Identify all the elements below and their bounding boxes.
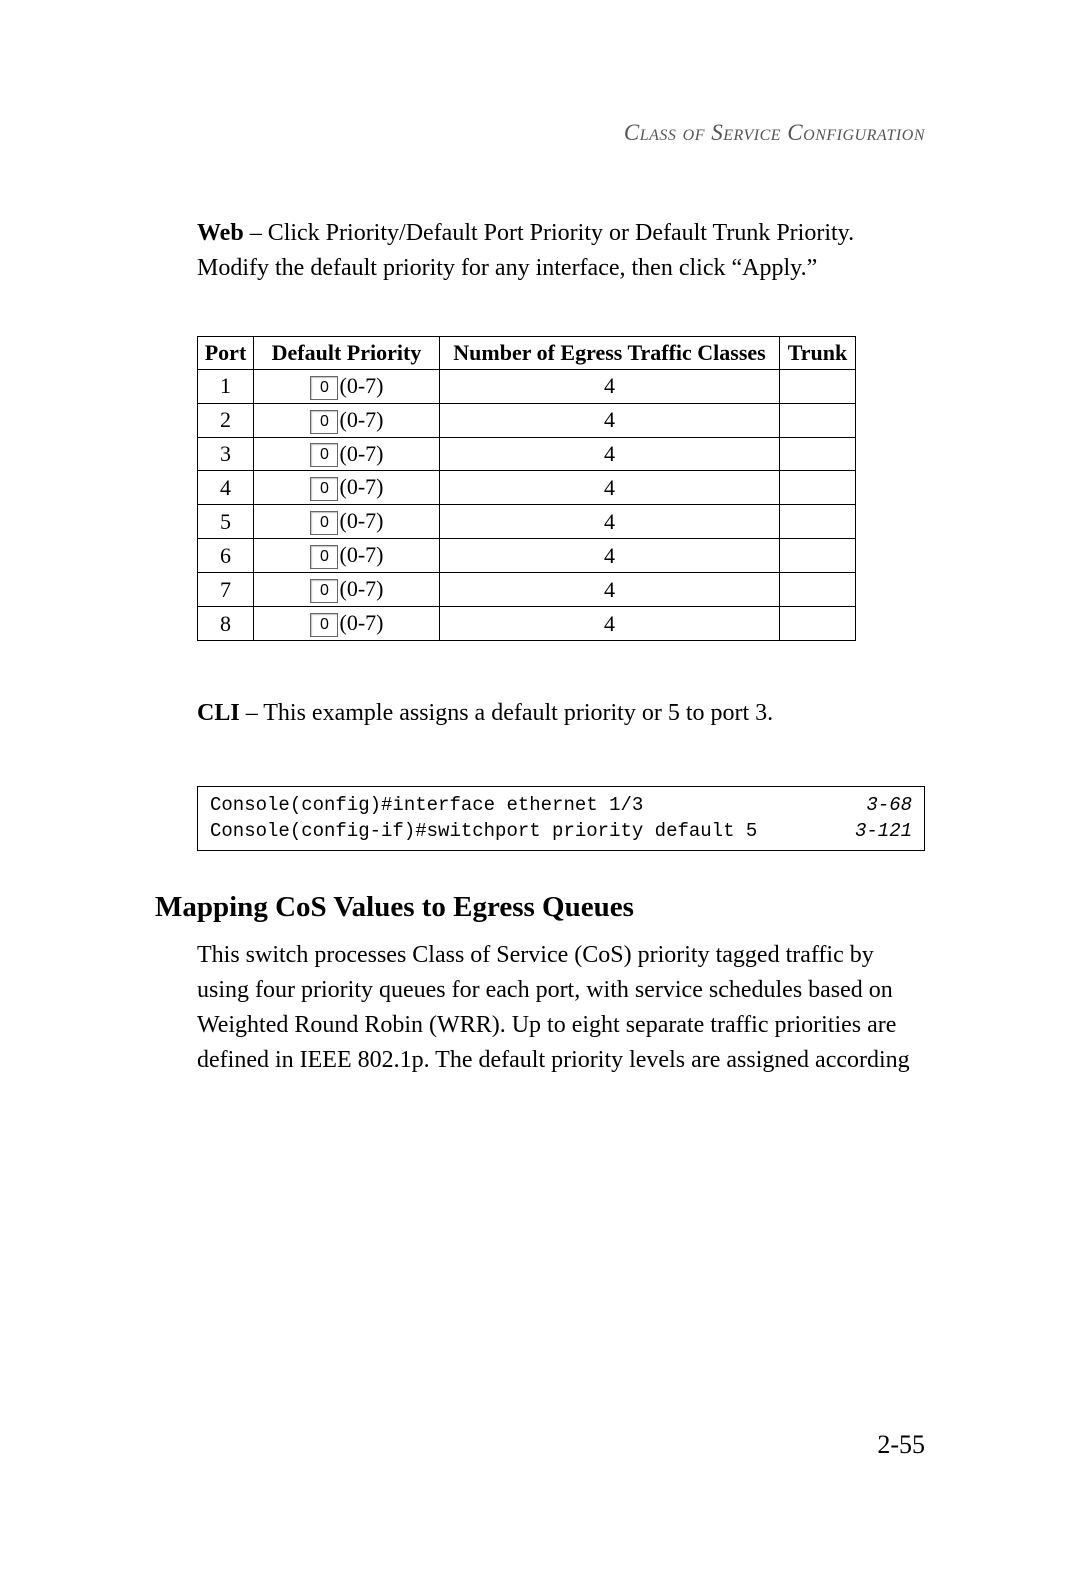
priority-input[interactable]: 0 [310,443,338,467]
section-body: This switch processes Class of Service (… [197,938,925,1077]
running-header: Class of Service Configuration [155,120,925,146]
cli-example-box: Console(config)#interface ethernet 1/3 3… [197,786,925,851]
table-row: 80(0-7)4 [198,607,856,641]
trunk-cell [780,369,856,403]
priority-cell: 0(0-7) [254,573,440,607]
table-row: 70(0-7)4 [198,573,856,607]
table-row: 40(0-7)4 [198,471,856,505]
col-port-header: Port [198,336,254,369]
table-header-row: Port Default Priority Number of Egress T… [198,336,856,369]
priority-cell: 0(0-7) [254,539,440,573]
cli-text: – This example assigns a default priorit… [240,700,773,726]
range-hint: (0-7) [340,474,384,499]
priority-cell: 0(0-7) [254,369,440,403]
port-cell: 8 [198,607,254,641]
range-hint: (0-7) [340,610,384,635]
priority-cell: 0(0-7) [254,403,440,437]
trunk-cell [780,607,856,641]
priority-input[interactable]: 0 [310,376,338,400]
section-title: Mapping CoS Values to Egress Queues [155,891,925,924]
priority-cell: 0(0-7) [254,505,440,539]
range-hint: (0-7) [340,576,384,601]
table-row: 10(0-7)4 [198,369,856,403]
priority-input[interactable]: 0 [310,579,338,603]
col-trunk-header: Trunk [780,336,856,369]
cli-ref: 3-121 [835,819,912,845]
egress-cell: 4 [440,403,780,437]
priority-input[interactable]: 0 [310,410,338,434]
priority-cell: 0(0-7) [254,607,440,641]
port-cell: 5 [198,505,254,539]
cli-cmd: Console(config-if)#switchport priority d… [210,819,757,845]
range-hint: (0-7) [340,542,384,567]
table-row: 30(0-7)4 [198,437,856,471]
page-number: 2-55 [877,1430,925,1460]
egress-cell: 4 [440,539,780,573]
egress-cell: 4 [440,607,780,641]
trunk-cell [780,471,856,505]
trunk-cell [780,539,856,573]
cli-line: Console(config)#interface ethernet 1/3 3… [210,793,912,819]
cli-paragraph: CLI – This example assigns a default pri… [197,696,925,731]
port-cell: 7 [198,573,254,607]
port-cell: 2 [198,403,254,437]
cli-line: Console(config-if)#switchport priority d… [210,819,912,845]
priority-input[interactable]: 0 [310,477,338,501]
egress-cell: 4 [440,471,780,505]
web-paragraph: Web – Click Priority/Default Port Priori… [197,216,925,286]
port-cell: 1 [198,369,254,403]
cli-label: CLI [197,700,240,726]
egress-cell: 4 [440,573,780,607]
range-hint: (0-7) [340,441,384,466]
trunk-cell [780,573,856,607]
col-prio-header: Default Priority [254,336,440,369]
range-hint: (0-7) [340,373,384,398]
port-cell: 3 [198,437,254,471]
cli-ref: 3-68 [846,793,912,819]
range-hint: (0-7) [340,407,384,432]
port-cell: 4 [198,471,254,505]
egress-cell: 4 [440,369,780,403]
range-hint: (0-7) [340,508,384,533]
priority-table: Port Default Priority Number of Egress T… [197,336,856,642]
port-cell: 6 [198,539,254,573]
priority-input[interactable]: 0 [310,545,338,569]
priority-input[interactable]: 0 [310,613,338,637]
table-row: 50(0-7)4 [198,505,856,539]
priority-cell: 0(0-7) [254,437,440,471]
egress-cell: 4 [440,437,780,471]
col-egress-header: Number of Egress Traffic Classes [440,336,780,369]
web-text: – Click Priority/Default Port Priority o… [197,220,854,281]
priority-cell: 0(0-7) [254,471,440,505]
trunk-cell [780,437,856,471]
table-row: 20(0-7)4 [198,403,856,437]
trunk-cell [780,403,856,437]
table-row: 60(0-7)4 [198,539,856,573]
cli-cmd: Console(config)#interface ethernet 1/3 [210,793,643,819]
egress-cell: 4 [440,505,780,539]
web-label: Web [197,220,244,246]
trunk-cell [780,505,856,539]
priority-input[interactable]: 0 [310,511,338,535]
